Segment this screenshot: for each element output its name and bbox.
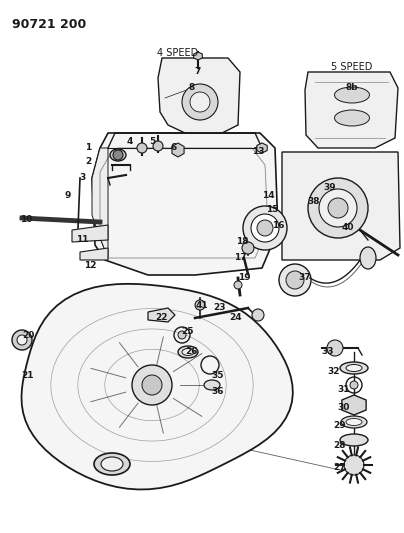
Ellipse shape [340, 362, 368, 374]
Text: 4 SPEED: 4 SPEED [158, 48, 199, 58]
Circle shape [243, 206, 287, 250]
Polygon shape [72, 225, 108, 242]
Text: 12: 12 [84, 261, 96, 270]
Circle shape [319, 189, 357, 227]
Ellipse shape [340, 434, 368, 446]
Text: 8: 8 [189, 84, 195, 93]
Circle shape [350, 381, 358, 389]
Text: 5: 5 [149, 138, 155, 147]
Circle shape [153, 141, 163, 151]
Ellipse shape [335, 110, 370, 126]
Polygon shape [92, 148, 108, 258]
Text: 14: 14 [262, 190, 274, 199]
Circle shape [279, 264, 311, 296]
Polygon shape [21, 284, 293, 489]
Text: 28: 28 [334, 440, 346, 449]
Text: 37: 37 [299, 273, 311, 282]
Circle shape [286, 271, 304, 289]
Text: 27: 27 [334, 464, 346, 472]
Ellipse shape [101, 457, 123, 471]
Text: 26: 26 [186, 348, 198, 357]
Text: 21: 21 [22, 370, 34, 379]
Text: 7: 7 [195, 68, 201, 77]
Circle shape [12, 330, 32, 350]
Circle shape [195, 300, 205, 310]
Text: 16: 16 [272, 221, 284, 230]
Text: 19: 19 [238, 273, 250, 282]
Ellipse shape [182, 349, 194, 356]
Text: 2: 2 [85, 157, 91, 166]
Ellipse shape [360, 247, 376, 269]
Text: 23: 23 [214, 303, 226, 312]
Ellipse shape [178, 346, 198, 358]
Text: 20: 20 [22, 330, 34, 340]
Ellipse shape [204, 380, 220, 390]
Ellipse shape [335, 87, 370, 103]
Text: 13: 13 [252, 148, 264, 157]
Text: 4: 4 [127, 138, 133, 147]
Polygon shape [257, 143, 267, 153]
Text: 40: 40 [342, 223, 354, 232]
Polygon shape [282, 152, 400, 260]
Text: 33: 33 [322, 348, 334, 357]
Circle shape [132, 365, 172, 405]
Ellipse shape [341, 416, 367, 428]
Text: 3: 3 [79, 174, 85, 182]
Polygon shape [148, 308, 175, 322]
Text: 30: 30 [338, 403, 350, 413]
Circle shape [344, 455, 364, 475]
Circle shape [327, 340, 343, 356]
Circle shape [252, 309, 264, 321]
Circle shape [113, 150, 123, 160]
Text: 9: 9 [65, 190, 71, 199]
Circle shape [137, 143, 147, 153]
Text: 1: 1 [85, 143, 91, 152]
Circle shape [178, 331, 186, 339]
Text: 35: 35 [212, 370, 224, 379]
Text: 31: 31 [338, 385, 350, 394]
Circle shape [234, 281, 242, 289]
Text: 90721 200: 90721 200 [12, 18, 86, 31]
Circle shape [142, 375, 162, 395]
Circle shape [308, 178, 368, 238]
Text: 17: 17 [234, 254, 246, 262]
Text: 15: 15 [266, 206, 278, 214]
Polygon shape [342, 395, 366, 415]
Text: 10: 10 [20, 215, 32, 224]
Polygon shape [158, 58, 240, 133]
Text: 25: 25 [182, 327, 194, 336]
Circle shape [182, 84, 218, 120]
Text: 24: 24 [230, 313, 242, 322]
Polygon shape [172, 143, 184, 157]
Text: 6: 6 [171, 143, 177, 152]
Text: 38: 38 [308, 198, 320, 206]
Text: 39: 39 [324, 183, 336, 192]
Circle shape [257, 220, 273, 236]
Text: 36: 36 [212, 387, 224, 397]
Polygon shape [92, 133, 278, 275]
Polygon shape [194, 52, 202, 60]
Text: 32: 32 [328, 367, 340, 376]
Ellipse shape [94, 453, 130, 475]
Circle shape [190, 92, 210, 112]
Text: 22: 22 [156, 313, 168, 322]
Circle shape [17, 335, 27, 345]
Text: 18: 18 [236, 238, 248, 246]
Polygon shape [80, 248, 108, 260]
Ellipse shape [346, 365, 362, 372]
Text: 41: 41 [196, 301, 208, 310]
Text: 8b: 8b [346, 84, 358, 93]
Polygon shape [305, 72, 398, 148]
Text: 11: 11 [76, 236, 88, 245]
Text: 29: 29 [334, 421, 346, 430]
Circle shape [251, 214, 279, 242]
Circle shape [242, 242, 254, 254]
Ellipse shape [346, 418, 362, 425]
Ellipse shape [110, 149, 126, 161]
Circle shape [328, 198, 348, 218]
Text: 5 SPEED: 5 SPEED [331, 62, 372, 72]
